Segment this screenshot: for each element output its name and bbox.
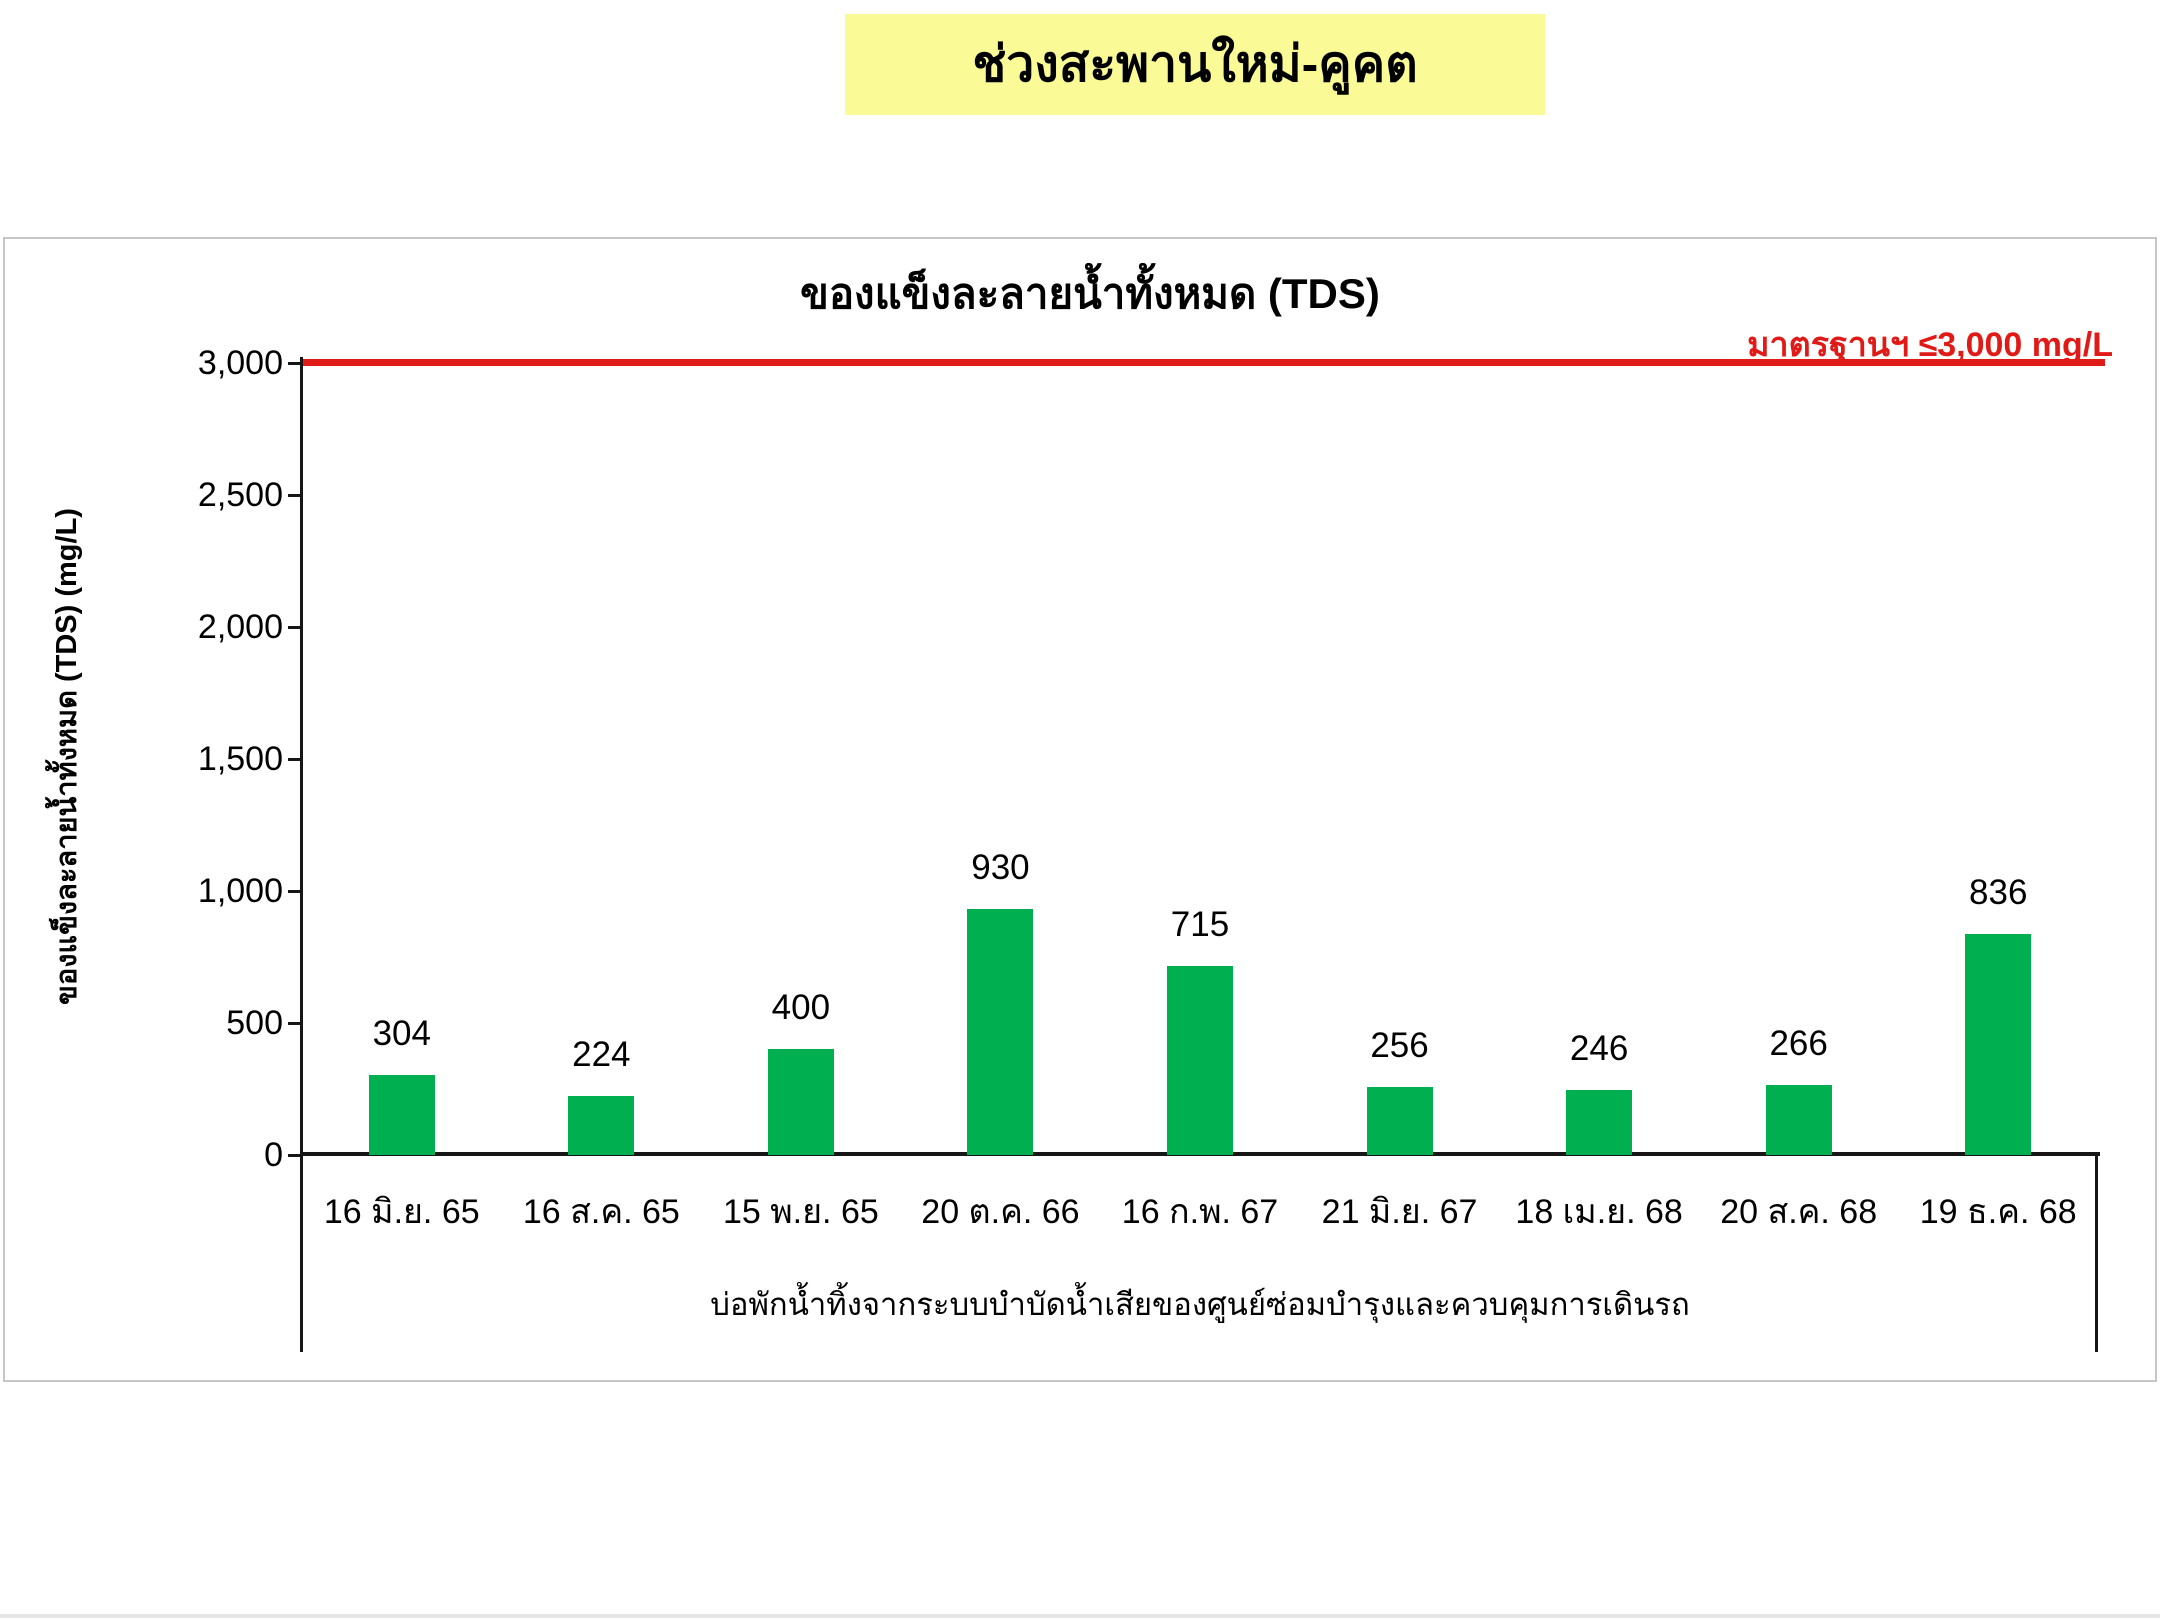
bar-value-label: 715 [1170, 905, 1230, 944]
bar [1167, 966, 1233, 1155]
x-tick-label: 18 เม.ย. 68 [1515, 1193, 1683, 1231]
bar [1765, 1085, 1832, 1155]
bar [967, 909, 1034, 1155]
y-tick-mark [288, 626, 302, 629]
x-tick-label: 15 พ.ย. 65 [723, 1193, 879, 1231]
y-axis-title: ของแข็งละลายน้ำทั้งหมด (TDS) (mg/L) [51, 508, 83, 1006]
y-tick-mark [288, 890, 302, 893]
section-banner: ช่วงสะพานใหม่-คูคต [845, 14, 1545, 115]
chart-title: ของแข็งละลายน้ำทั้งหมด (TDS) [800, 270, 1380, 317]
x-tick-label: 20 ต.ค. 66 [921, 1193, 1080, 1231]
bar [767, 1049, 834, 1155]
bottom-edge-artifact [0, 1614, 2160, 1618]
x-tick-label: 16 มิ.ย. 65 [323, 1193, 480, 1231]
bar-value-label: 256 [1370, 1026, 1429, 1065]
y-tick-mark [288, 1022, 302, 1025]
section-title: ช่วงสะพานใหม่-คูคต [972, 36, 1418, 92]
y-tick-mark [288, 758, 302, 761]
y-tick-mark [288, 362, 302, 365]
y-tick-label: 0 [264, 1136, 283, 1174]
bar [368, 1075, 435, 1155]
x-tick-label: 20 ส.ค. 68 [1720, 1193, 1878, 1231]
bar-value-label: 836 [1969, 873, 2028, 912]
y-tick-label: 1,500 [197, 740, 283, 778]
bar-value-label: 304 [372, 1014, 431, 1053]
y-tick-label: 3,000 [197, 344, 283, 382]
bar-value-label: 930 [971, 848, 1030, 887]
y-tick-label: 500 [226, 1004, 283, 1042]
x-tick-label: 16 ส.ค. 65 [522, 1193, 680, 1231]
x-axis-title: บ่อพักน้ำทิ้งจากระบบบำบัดน้ำเสียของศูนย์… [710, 1287, 1690, 1322]
bar-value-label: 246 [1569, 1029, 1629, 1068]
y-tick-mark [288, 1154, 302, 1157]
bar [1566, 1090, 1633, 1155]
y-tick-label: 1,000 [197, 872, 283, 910]
bar-value-label: 266 [1769, 1024, 1828, 1063]
x-tick-label: 21 มิ.ย. 67 [1321, 1193, 1478, 1231]
standard-limit-label: มาตรฐานฯ ≤3,000 mg/L [1747, 326, 2113, 364]
bar-value-label: 224 [572, 1035, 631, 1074]
bar [1965, 934, 2032, 1155]
y-tick-label: 2,000 [197, 608, 283, 646]
bar [1366, 1087, 1433, 1155]
y-tick-mark [288, 494, 302, 497]
standard-limit-line [300, 359, 2105, 366]
y-tick-label: 2,500 [197, 476, 283, 514]
bar-value-label: 400 [771, 988, 831, 1027]
x-tick-label: 19 ธ.ค. 68 [1919, 1193, 2077, 1231]
bar [568, 1096, 635, 1155]
y-axis-line [300, 357, 303, 1352]
x-tick-label: 16 ก.พ. 67 [1121, 1193, 1279, 1231]
category-axis-right-edge [2095, 1152, 2098, 1352]
chart-card: ของแข็งละลายน้ำทั้งหมด (TDS) มาตรฐานฯ ≤3… [3, 237, 2157, 1382]
